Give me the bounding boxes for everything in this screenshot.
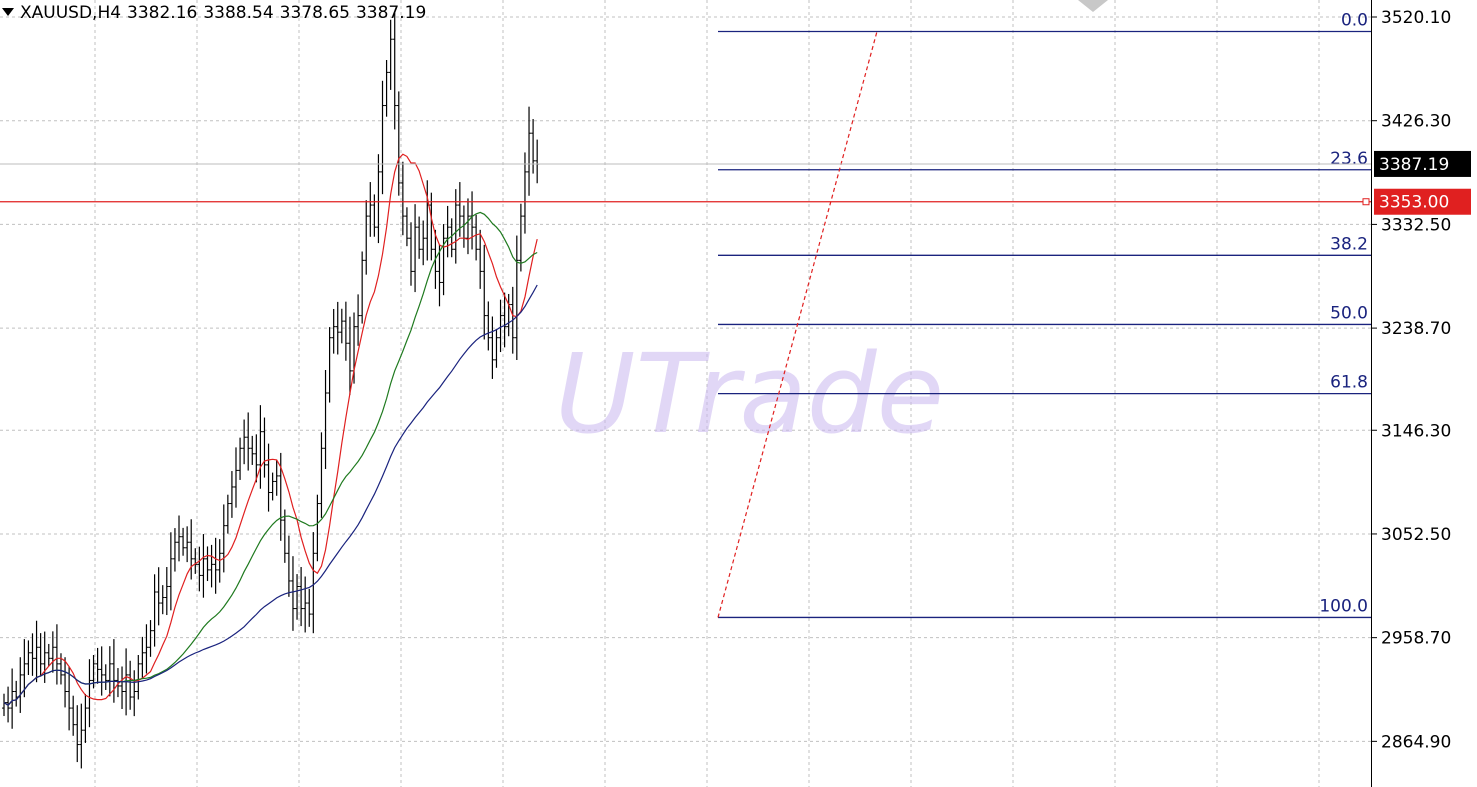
axis-tick-label: 3426.30 [1381,112,1451,132]
moving-averages [0,153,1371,707]
axis-tick-label: 3052.50 [1381,525,1451,545]
ohlc-close: 3387.19 [355,3,427,23]
hline-price-tag-label: 3353.00 [1379,193,1449,213]
axis-tick-label: 2958.70 [1381,629,1451,649]
moving-average-line [3,153,538,707]
symbol-timeframe: XAUUSD,H4 [20,3,122,23]
fib-level-label: 0.0 [1341,10,1368,30]
ohlc-open: 3382.16 [127,3,198,23]
axis-tick-label: 3520.10 [1381,8,1451,28]
fib-level-label: 38.2 [1330,234,1368,254]
axis-tick-label: 2864.90 [1381,732,1451,752]
ohlc-low: 3378.65 [279,3,350,23]
dropdown-triangle-icon[interactable] [2,8,14,16]
hline-price-tag [1374,188,1471,215]
fib-level-label: 50.0 [1330,303,1368,323]
moving-average-line [3,211,538,707]
fib-level-label: 100.0 [1319,596,1368,616]
current-price-tag-label: 3387.19 [1379,155,1449,175]
fib-level-label: 61.8 [1330,373,1368,393]
fibonacci-retracement[interactable]: 0.0 23.6 38.2 50.0 61.8 100.0 [718,10,1371,619]
price-bars [2,12,540,769]
chart-header: XAUUSD,H4 3382.16 3388.54 3378.65 3387.19 [0,3,432,23]
ohlc-high: 3388.54 [203,3,274,23]
horizontal-line-3353[interactable] [0,198,1371,206]
horizontal-line-handle [1362,198,1370,206]
price-axis: 3520.10 3426.30 3332.50 3238.70 3146.30 3052.… [1371,8,1451,752]
scroll-arrow-icon[interactable] [1078,0,1108,12]
fib-trend-line[interactable] [717,31,878,618]
fib-level-label: 23.6 [1330,149,1368,169]
axis-tick-label: 3238.70 [1381,319,1451,339]
fib-anchor-line [717,31,878,618]
moving-average-line [3,284,538,707]
price-tags: 3387.19 3353.00 [1374,150,1471,215]
axis-tick-label: 3146.30 [1381,421,1451,441]
current-price-tag [1374,150,1471,177]
axis-tick-label: 3332.50 [1381,215,1451,235]
grid-lines [0,0,1371,787]
